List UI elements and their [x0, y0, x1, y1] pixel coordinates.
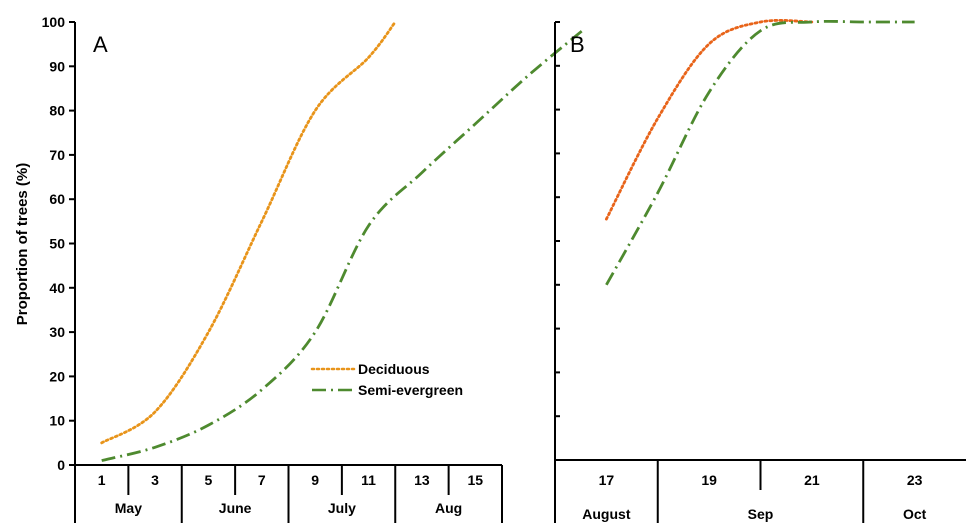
y-tick-label-a: 10	[49, 413, 65, 429]
month-label-b: Oct	[903, 506, 927, 522]
x-tick-label-a: 3	[151, 472, 159, 488]
y-tick-label-a: 80	[49, 103, 65, 119]
x-tick-label-a: 1	[98, 472, 106, 488]
month-label-b: August	[582, 506, 631, 522]
series-line-a-deciduous	[100, 20, 397, 445]
y-tick-label-a: 30	[49, 324, 65, 340]
series-line-b-deciduous	[604, 18, 814, 221]
panel-b: 17 19 21 23 August Sep Oct	[554, 18, 966, 523]
legend-label-deciduous: Deciduous	[358, 361, 430, 377]
y-tick-label-a: 100	[42, 14, 66, 30]
month-label-b: Sep	[748, 506, 774, 522]
y-tick-label-a: 50	[49, 236, 65, 252]
y-tick-label-a: 0	[57, 457, 65, 473]
x-tick-label-b: 17	[599, 472, 615, 488]
series-line-a-semi-evergreen	[101, 29, 583, 462]
series-line-b-semi-evergreen	[605, 19, 915, 286]
x-tick-label-a: 11	[361, 472, 376, 488]
x-tick-label-a: 13	[414, 472, 430, 488]
legend: Deciduous Semi-evergreen	[310, 361, 463, 398]
x-tick-label-a: 15	[468, 472, 484, 488]
month-label-a: June	[219, 500, 252, 516]
x-tick-label-b: 19	[701, 472, 717, 488]
month-label-a: May	[115, 500, 142, 516]
month-label-a: July	[328, 500, 356, 516]
y-tick-label-a: 40	[49, 280, 65, 296]
y-tick-label-a: 90	[49, 58, 65, 74]
month-label-a: Aug	[435, 500, 462, 516]
y-tick-label-a: 20	[49, 368, 65, 384]
panel-label-b: B	[570, 32, 585, 57]
y-tick-label-a: 70	[49, 147, 65, 163]
x-tick-label-a: 5	[205, 472, 213, 488]
legend-label-semi-evergreen: Semi-evergreen	[358, 382, 463, 398]
x-tick-label-a: 7	[258, 472, 266, 488]
panel-label-a: A	[93, 32, 108, 57]
y-axis-label: Proportion of trees (%)	[14, 163, 31, 326]
y-tick-label-a: 60	[49, 191, 65, 207]
x-tick-label-b: 21	[804, 472, 820, 488]
x-tick-label-b: 23	[907, 472, 923, 488]
x-tick-label-a: 9	[311, 472, 319, 488]
